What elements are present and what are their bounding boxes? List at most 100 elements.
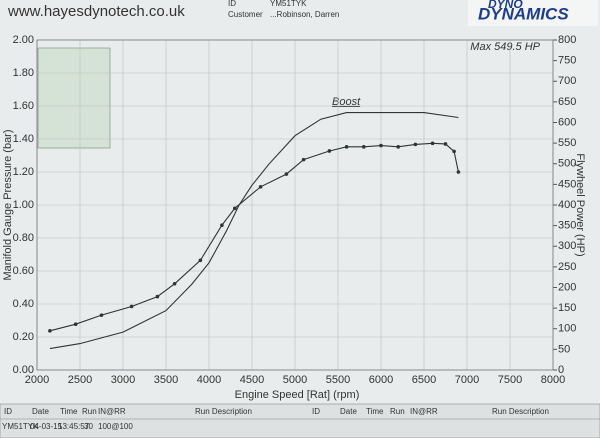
y2-tick-label: 550 [558, 137, 576, 149]
point [172, 281, 177, 286]
point [452, 149, 456, 154]
point [301, 157, 306, 162]
y2-tick-label: 700 [558, 75, 576, 87]
y2-tick-label: 450 [558, 178, 576, 190]
x-tick-label: 4500 [240, 374, 264, 386]
y2-tick-label: 150 [558, 302, 576, 314]
customer-value: ...Robinson, Darren [270, 10, 339, 19]
footer-header: IN@RR [410, 407, 438, 416]
y-tick-label: 1.40 [13, 133, 34, 145]
y-tick-label: 1.80 [13, 67, 34, 79]
footer-header: IN@RR [98, 407, 126, 416]
y2-tick-label: 600 [558, 116, 576, 128]
point [73, 322, 78, 327]
point [155, 294, 160, 299]
id-label: ID [228, 0, 236, 8]
point [443, 142, 448, 146]
point [344, 145, 349, 149]
y2-tick-label: 650 [558, 96, 576, 108]
boost-label: Boost [332, 96, 361, 108]
id-value: YM51TYK [270, 0, 307, 8]
footer-header: Run [390, 407, 405, 416]
x-tick-label: 3000 [111, 374, 135, 386]
footer-cell: 100@100 [98, 422, 133, 431]
y-tick-label: 1.20 [13, 166, 34, 178]
point [233, 206, 237, 211]
footer-header: Time [60, 407, 78, 416]
footer-cell: 13:45:57 [58, 422, 90, 431]
x-axis-title: Engine Speed [Rat] (rpm) [235, 389, 360, 401]
x-tick-label: 2000 [25, 374, 49, 386]
point [396, 145, 401, 149]
y2-axis-title: Flywheel Power (HP) [574, 153, 586, 256]
x-tick-label: 2500 [68, 374, 92, 386]
y-tick-label: 0.80 [13, 232, 34, 244]
footer-cell: YM51TYK [2, 422, 39, 431]
point [413, 142, 418, 147]
x-tick-label: 5000 [283, 374, 307, 386]
point [362, 145, 366, 149]
footer-header: Time [366, 407, 384, 416]
y2-tick-label: 500 [558, 158, 576, 170]
y2-tick-label: 400 [558, 199, 576, 211]
y-tick-label: 0.20 [13, 331, 34, 343]
info-box [37, 47, 111, 149]
y-axis-title: Manifold Gauge Pressure (bar) [2, 129, 14, 280]
y2-tick-label: 0 [558, 364, 564, 376]
y-tick-label: 1.60 [13, 100, 34, 112]
point [284, 172, 289, 176]
y-tick-label: 2.00 [13, 34, 34, 46]
series-line [49, 112, 459, 350]
point [129, 304, 134, 309]
point [456, 170, 461, 174]
footer-header: Run Description [492, 407, 549, 416]
series-line [49, 142, 459, 332]
logo-bottom: DYNAMICS [478, 4, 569, 23]
point [198, 258, 203, 263]
y2-tick-label: 100 [558, 323, 576, 335]
y2-tick-label: 250 [558, 261, 576, 273]
y-tick-label: 1.00 [13, 199, 34, 211]
point [48, 329, 52, 333]
footer-header: Run [82, 407, 97, 416]
x-tick-label: 3500 [154, 374, 178, 386]
logo-box [468, 0, 598, 26]
y2-tick-label: 50 [558, 343, 570, 355]
footer-header: Run Description [195, 407, 252, 416]
y2-tick-label: 800 [558, 34, 576, 46]
customer-label: Customer [228, 10, 263, 19]
x-tick-label: 6500 [412, 374, 436, 386]
point [327, 149, 332, 153]
y2-tick-label: 350 [558, 220, 576, 232]
x-tick-label: 8000 [541, 374, 565, 386]
point [430, 141, 435, 146]
footer-header: Date [340, 407, 357, 416]
footer-header: Date [32, 407, 49, 416]
x-tick-label: 6000 [369, 374, 393, 386]
point [220, 223, 224, 228]
x-tick-label: 5500 [326, 374, 350, 386]
footer-header: ID [4, 407, 12, 416]
footer-box [0, 403, 600, 438]
point [99, 313, 104, 317]
plot-frame [36, 39, 554, 371]
y2-tick-label: 300 [558, 240, 576, 252]
footer-cell: 30 [84, 422, 93, 431]
logo-top: DYNO [488, 0, 523, 11]
x-tick-label: 7500 [498, 374, 522, 386]
point [258, 185, 263, 189]
x-tick-label: 4000 [197, 374, 221, 386]
website: www.hayesdynotech.co.uk [7, 3, 185, 20]
y-tick-label: 0.60 [13, 265, 34, 277]
footer-cell: 04-03-15 [30, 422, 63, 431]
max-annotation: Max 549.5 HP [470, 41, 540, 53]
x-tick-label: 7000 [455, 374, 479, 386]
point [379, 143, 383, 148]
footer-header: ID [312, 407, 320, 416]
footer [0, 403, 600, 438]
y2-tick-label: 750 [558, 55, 576, 67]
y2-tick-label: 200 [558, 281, 576, 293]
y-tick-label: 0.40 [13, 298, 34, 310]
